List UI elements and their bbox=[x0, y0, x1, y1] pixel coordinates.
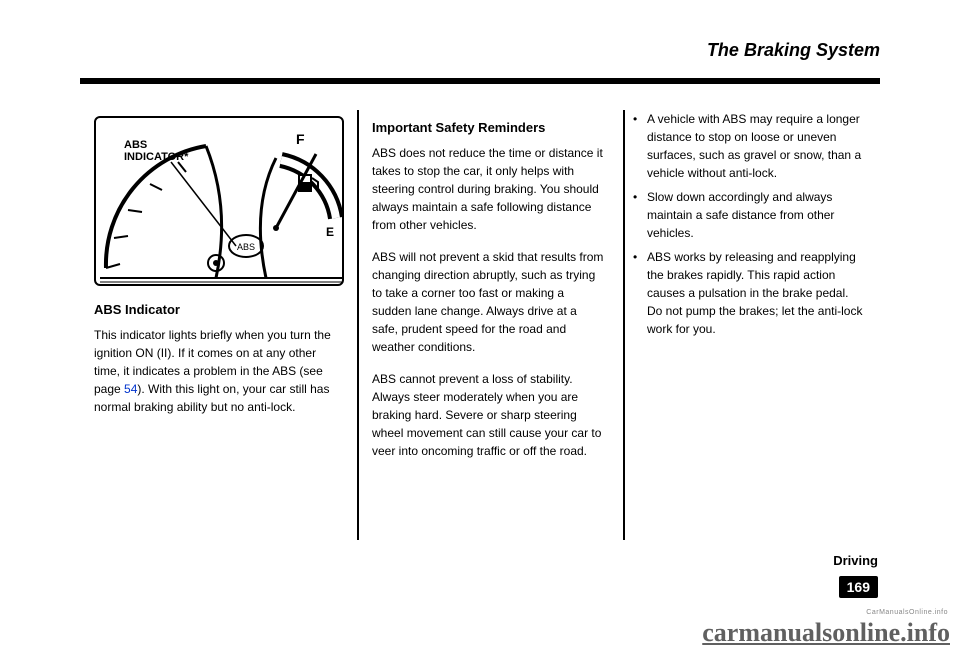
bullet-dot-icon: • bbox=[633, 188, 647, 242]
col2-subhead: Important Safety Reminders bbox=[372, 118, 605, 138]
fuel-empty-label: E bbox=[326, 225, 334, 239]
micro-watermark: CarManualsOnline.info bbox=[866, 609, 948, 616]
bullet-3: • ABS works by releasing and reapplying … bbox=[633, 248, 866, 338]
col1-paragraph: This indicator lights briefly when you t… bbox=[94, 326, 344, 416]
bullet-2-text: Slow down accordingly and always maintai… bbox=[647, 188, 866, 242]
site-watermark: carmanualsonline.info bbox=[702, 618, 950, 648]
abs-indicator-illustration: ABS INDICATOR* ABS F bbox=[94, 116, 344, 286]
bullet-3-text: ABS works by releasing and reapplying th… bbox=[647, 248, 866, 338]
col1-subhead: ABS Indicator bbox=[94, 300, 344, 320]
column-1: ABS INDICATOR* ABS F bbox=[80, 110, 358, 540]
bullet-2: • Slow down accordingly and always maint… bbox=[633, 188, 866, 242]
page-link-54[interactable]: 54 bbox=[124, 382, 137, 396]
bullet-1-text: A vehicle with ABS may require a longer … bbox=[647, 110, 866, 182]
column-3: • A vehicle with ABS may require a longe… bbox=[619, 110, 880, 540]
col2-p1: ABS does not reduce the time or distance… bbox=[372, 144, 605, 234]
col2-p2: ABS will not prevent a skid that results… bbox=[372, 248, 605, 356]
main-content: ABS INDICATOR* ABS F bbox=[80, 110, 880, 540]
gauge-svg: ABS INDICATOR* ABS F bbox=[96, 118, 346, 288]
bullet-dot-icon: • bbox=[633, 110, 647, 182]
section-footer-label: Driving bbox=[833, 553, 878, 568]
page-title: The Braking System bbox=[80, 40, 880, 61]
header-rule bbox=[80, 78, 880, 84]
column-2: Important Safety Reminders ABS does not … bbox=[358, 110, 619, 540]
bullet-dot-icon: • bbox=[633, 248, 647, 338]
bullet-1: • A vehicle with ABS may require a longe… bbox=[633, 110, 866, 182]
col2-p3: ABS cannot prevent a loss of stability. … bbox=[372, 370, 605, 460]
page-number: 169 bbox=[839, 576, 878, 598]
abs-label-line1: ABS bbox=[124, 139, 147, 151]
page-number-box: 169 bbox=[839, 576, 878, 598]
abs-label-line2: INDICATOR* bbox=[124, 151, 189, 163]
fuel-full-label: F bbox=[296, 131, 305, 147]
section-title-text: The Braking System bbox=[707, 40, 880, 61]
abs-lamp-text: ABS bbox=[237, 242, 255, 252]
